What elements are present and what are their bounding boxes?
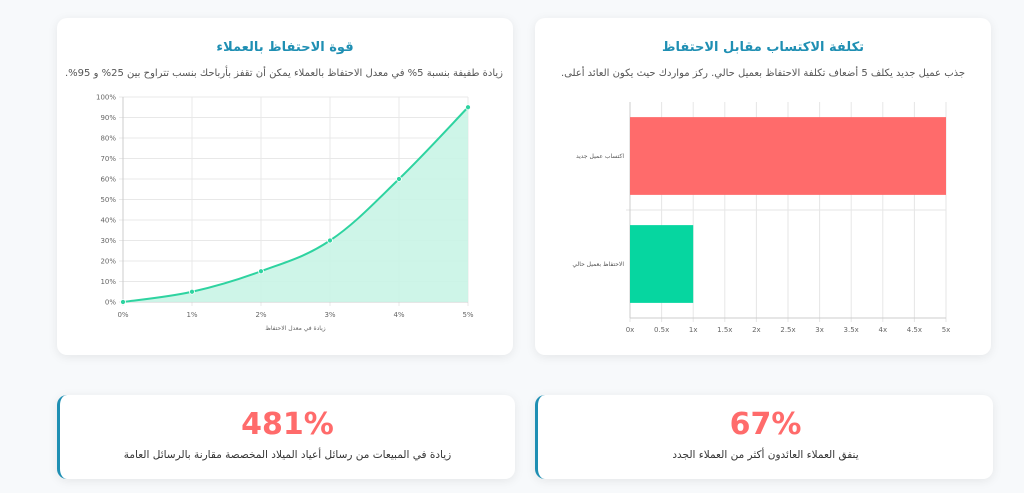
x-tick-label: 1.5x xyxy=(717,326,732,334)
x-tick-label: 4x xyxy=(878,326,887,334)
retention-title: قوة الاحتفاظ بالعملاء xyxy=(216,40,354,55)
y-tick-label: 70% xyxy=(100,155,116,163)
x-axis-label: زيادة في معدل الاحتفاظ xyxy=(265,325,326,332)
x-tick-label: 0.5x xyxy=(654,326,669,334)
y-tick-label: 50% xyxy=(100,196,116,204)
y-tick-label: 90% xyxy=(100,114,116,122)
stat-value-birthday: 481% xyxy=(241,407,334,442)
x-tick-label: 1% xyxy=(186,311,197,319)
stat-label-returning: ينفق العملاء العائدون أكثر من العملاء ال… xyxy=(672,449,859,461)
category-label: اكتساب عميل جديد xyxy=(576,153,624,160)
x-tick-label: 5x xyxy=(942,326,951,334)
x-tick-label: 4% xyxy=(393,311,404,319)
y-tick-label: 40% xyxy=(100,217,116,225)
x-tick-label: 3% xyxy=(324,311,335,319)
stat-label-birthday: زيادة في المبيعات من رسائل أعياد الميلاد… xyxy=(123,449,452,461)
stat-card-returning: 67% ينفق العملاء العائدون أكثر من العملا… xyxy=(535,395,993,479)
data-point-4 xyxy=(396,176,402,182)
x-tick-label: 0% xyxy=(117,311,128,319)
x-tick-label: 1x xyxy=(689,326,698,334)
x-tick-label: 2x xyxy=(752,326,761,334)
x-tick-label: 2% xyxy=(255,311,266,319)
y-tick-label: 60% xyxy=(100,176,116,184)
stat-value-returning: 67% xyxy=(729,407,802,442)
acquisition-subtitle: جذب عميل جديد يكلف 5 أضعاف تكلفة الاحتفا… xyxy=(560,68,966,79)
retention-card: قوة الاحتفاظ بالعملاء زيادة طفيفة بنسبة … xyxy=(57,18,513,355)
y-tick-label: 0% xyxy=(105,299,116,307)
y-tick-label: 100% xyxy=(96,94,116,102)
y-tick-label: 10% xyxy=(100,278,116,286)
y-tick-label: 80% xyxy=(100,135,116,143)
data-point-0 xyxy=(120,299,126,305)
bar-1 xyxy=(630,225,694,303)
data-point-5 xyxy=(465,104,471,111)
x-tick-label: 2.5x xyxy=(780,326,795,334)
x-tick-label: 3x xyxy=(815,326,824,334)
x-tick-label: 0x xyxy=(626,326,635,334)
y-tick-label: 30% xyxy=(100,237,116,245)
x-tick-label: 4.5x xyxy=(907,326,922,334)
data-point-3 xyxy=(327,237,333,244)
retention-area-chart: 0% 10% 20% 30% 40% 50% 60% 70% 80% 90% 100% 0% 1% 2% 3… xyxy=(96,94,474,333)
y-tick-label: 20% xyxy=(100,258,116,266)
data-point-2 xyxy=(258,268,264,275)
data-point-1 xyxy=(189,288,195,295)
x-tick-label: 3.5x xyxy=(844,326,859,334)
acquisition-card: تكلفة الاكتساب مقابل الاحتفاظ جذب عميل ج… xyxy=(535,18,991,355)
area-fill xyxy=(123,107,468,302)
retention-subtitle: زيادة طفيفة بنسبة 5% في معدل الاحتفاظ با… xyxy=(64,68,503,79)
x-tick-label: 5% xyxy=(462,311,473,319)
stat-card-birthday: 481% زيادة في المبيعات من رسائل أعياد ال… xyxy=(57,395,515,479)
category-label: الاحتفاظ بعميل حالي xyxy=(572,261,624,268)
series-line xyxy=(122,106,469,303)
acquisition-bar-chart: 0x 0.5x 1x 1.5x 2x 2.5x 3x 3.5x 4x 4.5x 5x اكتساب ع… xyxy=(572,102,951,334)
acquisition-title: تكلفة الاكتساب مقابل الاحتفاظ xyxy=(661,40,865,55)
bar-0 xyxy=(630,117,946,195)
